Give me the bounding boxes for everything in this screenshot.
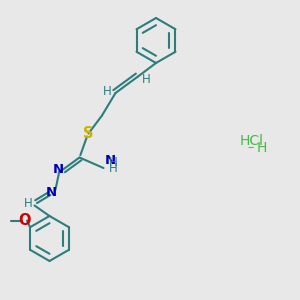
Text: H: H	[109, 162, 118, 176]
Text: H: H	[256, 141, 267, 154]
Text: H: H	[23, 196, 32, 210]
Text: N: N	[45, 185, 57, 199]
Text: N: N	[105, 154, 116, 166]
Text: N: N	[53, 163, 64, 176]
Text: H: H	[109, 156, 118, 169]
Text: –: –	[248, 141, 254, 154]
Text: H: H	[142, 73, 151, 86]
Text: H: H	[103, 85, 112, 98]
Text: O: O	[18, 213, 31, 228]
Text: HCl: HCl	[240, 134, 264, 148]
Text: S: S	[83, 126, 94, 141]
